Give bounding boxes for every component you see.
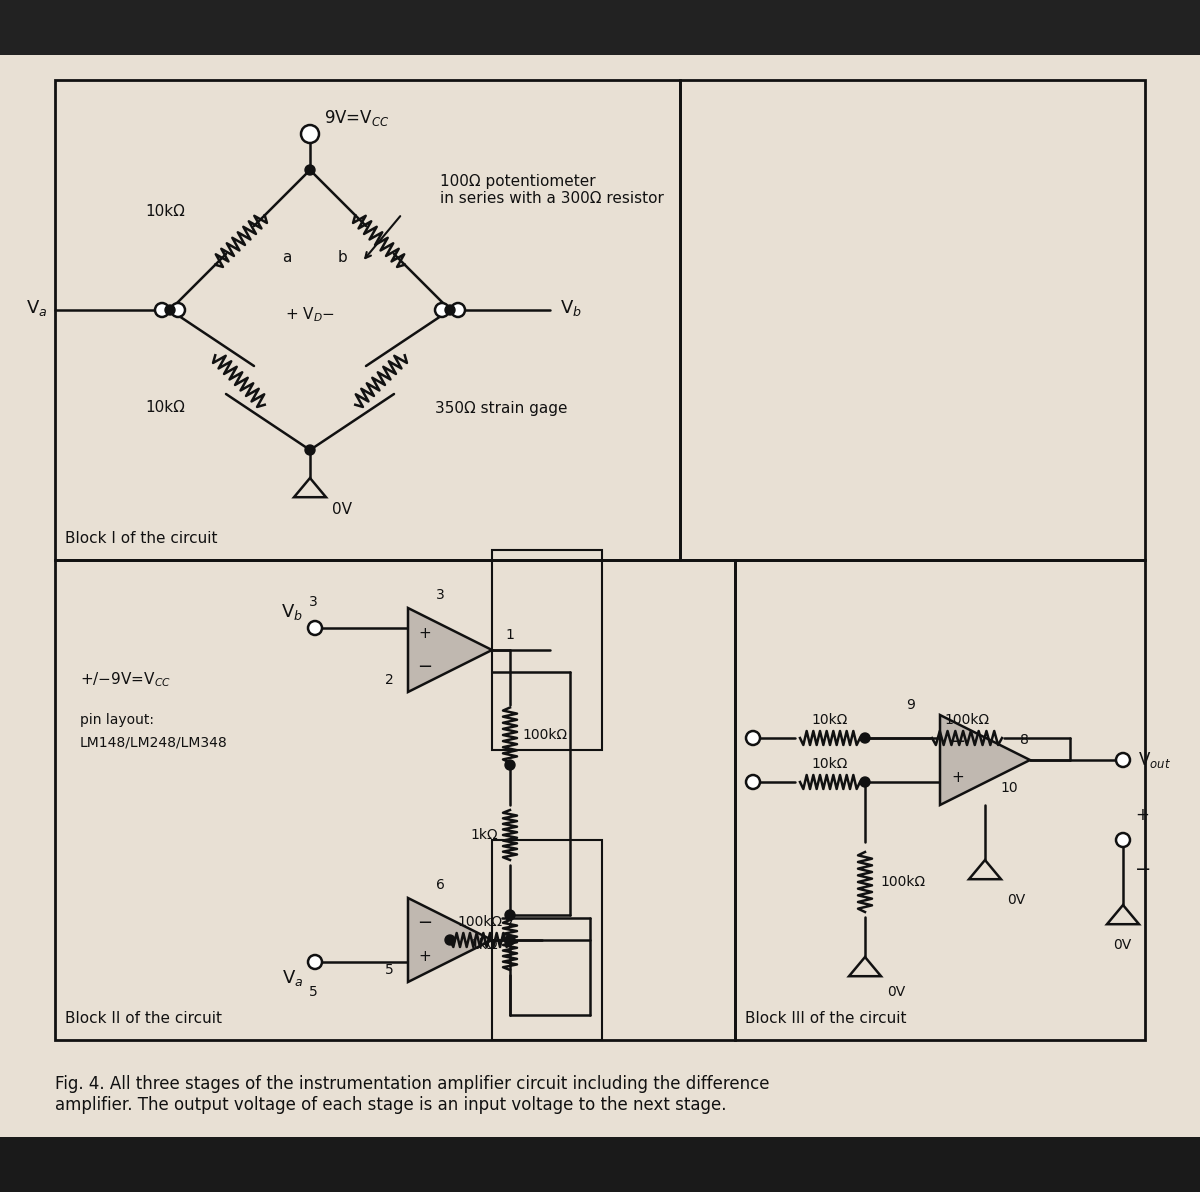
- Bar: [55, 560, 734, 1039]
- Text: +: +: [419, 626, 431, 641]
- Circle shape: [305, 445, 314, 455]
- Circle shape: [505, 909, 515, 920]
- Circle shape: [505, 760, 515, 770]
- Text: 100kΩ: 100kΩ: [944, 713, 990, 727]
- Text: V$_a$: V$_a$: [282, 968, 302, 988]
- Text: 0V: 0V: [332, 503, 352, 517]
- Text: V$_a$: V$_a$: [25, 298, 47, 318]
- Text: −: −: [418, 914, 432, 932]
- Text: LM148/LM248/LM348: LM148/LM248/LM348: [80, 735, 228, 749]
- Circle shape: [155, 303, 169, 317]
- Circle shape: [445, 935, 455, 945]
- Text: 0V: 0V: [1114, 938, 1132, 952]
- Text: 1kΩ: 1kΩ: [470, 828, 498, 842]
- Circle shape: [746, 731, 760, 745]
- Text: 6: 6: [436, 879, 444, 892]
- Circle shape: [166, 305, 175, 315]
- Text: +: +: [1135, 806, 1148, 824]
- Circle shape: [451, 303, 466, 317]
- Text: −: −: [1135, 861, 1151, 880]
- Text: V$_b$: V$_b$: [560, 298, 582, 318]
- Text: 1: 1: [505, 628, 514, 642]
- Text: −: −: [950, 733, 966, 751]
- Polygon shape: [408, 608, 492, 693]
- Text: 7: 7: [505, 918, 514, 932]
- Text: 10kΩ: 10kΩ: [812, 713, 848, 727]
- Text: +: +: [952, 770, 965, 786]
- Polygon shape: [408, 898, 492, 982]
- Circle shape: [1116, 753, 1130, 766]
- Text: 3: 3: [308, 595, 317, 609]
- Text: Block II of the circuit: Block II of the circuit: [65, 1011, 222, 1026]
- Text: Fig. 4. All three stages of the instrumentation amplifier circuit including the : Fig. 4. All three stages of the instrume…: [55, 1075, 769, 1113]
- Text: 5: 5: [308, 985, 317, 999]
- Bar: [492, 550, 602, 750]
- Text: 100kΩ: 100kΩ: [457, 915, 503, 929]
- Text: 2: 2: [385, 673, 394, 687]
- Text: 10: 10: [1000, 781, 1018, 795]
- Text: 1kΩ: 1kΩ: [470, 938, 498, 952]
- Text: 10kΩ: 10kΩ: [812, 757, 848, 771]
- Text: Block III of the circuit: Block III of the circuit: [745, 1011, 906, 1026]
- Bar: [0, 0, 1200, 55]
- Text: V$_{out}$: V$_{out}$: [1138, 750, 1171, 770]
- Text: 5: 5: [385, 963, 394, 977]
- Polygon shape: [940, 715, 1030, 805]
- Text: −: −: [418, 658, 432, 676]
- Text: + V$_D$−: + V$_D$−: [284, 305, 335, 324]
- Text: 100kΩ: 100kΩ: [880, 875, 925, 889]
- Text: +/−9V=V$_{CC}$: +/−9V=V$_{CC}$: [80, 671, 172, 689]
- Text: 10kΩ: 10kΩ: [145, 401, 185, 416]
- Bar: [492, 840, 602, 1039]
- Text: 9: 9: [906, 699, 916, 712]
- Text: Block I of the circuit: Block I of the circuit: [65, 530, 217, 546]
- Circle shape: [436, 303, 449, 317]
- Circle shape: [505, 935, 515, 945]
- Bar: [734, 560, 1145, 1039]
- Circle shape: [305, 164, 314, 175]
- Circle shape: [1116, 833, 1130, 848]
- Bar: [0, 1137, 1200, 1192]
- Bar: [680, 80, 1145, 560]
- Text: 100kΩ: 100kΩ: [522, 728, 568, 741]
- Text: 8: 8: [1020, 733, 1028, 747]
- Text: 0V: 0V: [1007, 893, 1025, 907]
- Text: pin layout:: pin layout:: [80, 713, 154, 727]
- Text: 9V=V$_{CC}$: 9V=V$_{CC}$: [324, 108, 390, 128]
- Circle shape: [860, 777, 870, 787]
- Circle shape: [172, 303, 185, 317]
- Circle shape: [860, 733, 870, 743]
- Text: 10kΩ: 10kΩ: [145, 205, 185, 219]
- Text: V$_b$: V$_b$: [281, 602, 302, 622]
- Circle shape: [308, 955, 322, 969]
- Text: 350Ω strain gage: 350Ω strain gage: [436, 401, 568, 416]
- Text: 100Ω potentiometer
in series with a 300Ω resistor: 100Ω potentiometer in series with a 300Ω…: [440, 174, 664, 206]
- Text: a: a: [282, 250, 292, 266]
- Text: b: b: [338, 250, 348, 266]
- Circle shape: [445, 305, 455, 315]
- Circle shape: [301, 125, 319, 143]
- Circle shape: [746, 775, 760, 789]
- Text: 3: 3: [436, 588, 444, 602]
- Text: 0V: 0V: [887, 985, 905, 999]
- Circle shape: [308, 621, 322, 635]
- Bar: [55, 80, 680, 560]
- Text: +: +: [419, 949, 431, 964]
